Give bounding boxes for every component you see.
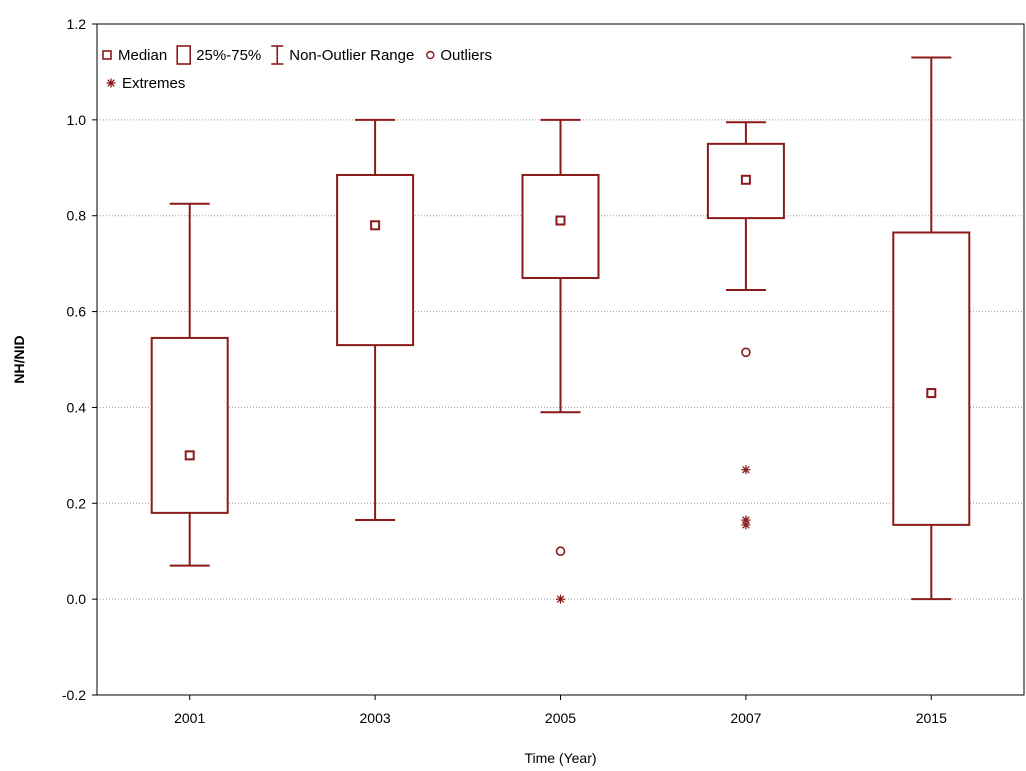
legend-extreme-icon <box>106 78 116 88</box>
box-2007 <box>706 121 785 530</box>
y-tick-label: -0.2 <box>62 687 86 703</box>
extreme-marker <box>741 465 751 475</box>
plot-area-frame <box>96 23 1025 696</box>
box-2005 <box>521 118 600 604</box>
y-axis-label: NH/NID <box>11 335 27 383</box>
extreme-marker <box>741 520 751 530</box>
y-tick-label: 0.6 <box>67 304 87 320</box>
x-tick-label: 2015 <box>916 710 947 726</box>
y-tick-label: 0.8 <box>67 208 87 224</box>
box-2003 <box>336 118 415 522</box>
legend-box-icon <box>176 45 192 65</box>
extreme-marker <box>556 594 565 604</box>
outlier-marker <box>555 546 566 557</box>
median-marker <box>370 220 381 231</box>
y-tick-label: 0.0 <box>67 591 87 607</box>
median-marker <box>740 174 751 185</box>
iqr-box <box>892 231 971 526</box>
legend-label: Non-Outlier Range <box>289 47 414 64</box>
outlier-marker <box>741 347 751 358</box>
legend-label: Outliers <box>440 47 492 64</box>
x-axis-ticks: 2001 2003 2005 2007 2015 <box>174 695 947 726</box>
legend-label: Extremes <box>122 75 185 92</box>
legend-label: 25%-75% <box>196 47 261 64</box>
median-marker <box>184 450 195 461</box>
y-tick-label: 1.2 <box>67 16 87 32</box>
y-tick-label: 0.4 <box>67 399 87 415</box>
box-2001 <box>150 202 229 567</box>
x-axis-label: Time (Year) <box>524 750 596 766</box>
iqr-box <box>521 173 600 280</box>
x-tick-label: 2003 <box>360 710 391 726</box>
median-marker <box>555 215 566 226</box>
x-tick-label: 2005 <box>545 710 576 726</box>
x-tick-label: 2007 <box>730 710 761 726</box>
y-tick-label: 0.2 <box>67 495 87 511</box>
median-marker <box>926 388 937 399</box>
legend-label: Median <box>118 47 167 64</box>
x-tick-label: 2001 <box>174 710 205 726</box>
y-axis-ticks: -0.2 0.0 0.2 0.4 0.6 0.8 1.0 1.2 <box>62 16 97 703</box>
boxes <box>150 56 971 604</box>
legend: Median 25%-75% Non-Outlier Range Outliers Ex… <box>102 45 492 92</box>
legend-outlier-icon <box>426 50 435 60</box>
iqr-box <box>150 336 229 514</box>
legend-median-icon <box>102 50 112 60</box>
box-2015 <box>892 56 971 601</box>
iqr-box <box>336 173 415 347</box>
y-tick-label: 1.0 <box>67 112 87 128</box>
